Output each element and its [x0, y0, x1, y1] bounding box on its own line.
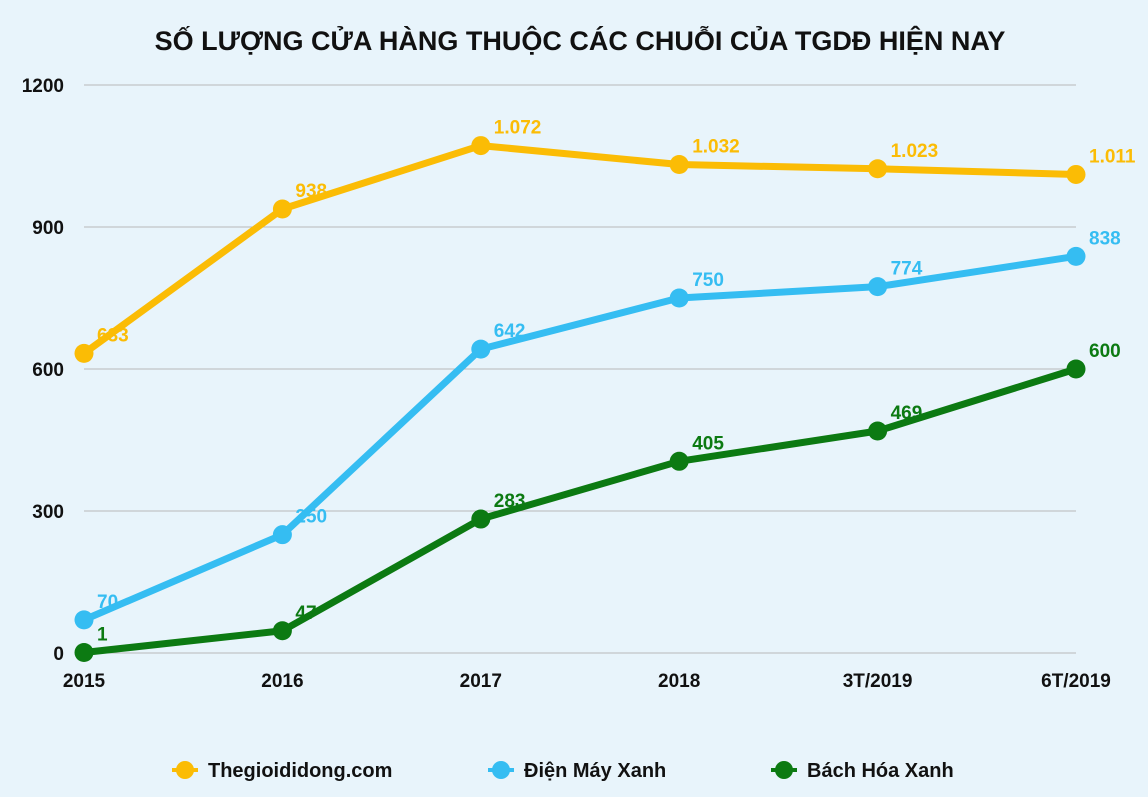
- data-label: 47: [295, 603, 316, 624]
- y-tick-label: 0: [53, 644, 64, 665]
- series-1: [74, 136, 1086, 363]
- x-tick-label: 2018: [658, 671, 700, 692]
- series-2: [74, 246, 1086, 630]
- data-label: 405: [692, 433, 724, 454]
- data-point[interactable]: [471, 509, 491, 529]
- y-tick-label: 1200: [22, 76, 64, 97]
- series-3: [74, 359, 1086, 663]
- data-label: 750: [692, 270, 724, 291]
- legend-marker: [775, 761, 793, 779]
- legend[interactable]: Thegioididong.com Điện Máy Xanh Bách Hóa X…: [172, 760, 954, 782]
- data-label: 250: [295, 507, 327, 528]
- series-lines: [74, 136, 1086, 663]
- series-line: [80, 365, 1080, 657]
- data-label: 1.011: [1089, 146, 1136, 167]
- data-labels: 633 938 1.072 1.032 1.023 1.011 70 250 642 750 774…: [97, 118, 1136, 646]
- data-point[interactable]: [669, 288, 689, 308]
- legend-marker: [176, 761, 194, 779]
- data-point[interactable]: [868, 421, 888, 441]
- data-point[interactable]: [74, 343, 94, 363]
- x-tick-label: 2016: [261, 671, 303, 692]
- x-tick-label: 2015: [63, 671, 106, 692]
- gridlines: [84, 84, 1076, 654]
- data-point[interactable]: [1066, 164, 1086, 184]
- legend-item[interactable]: Bách Hóa Xanh: [771, 760, 954, 782]
- data-point[interactable]: [74, 610, 94, 630]
- data-point[interactable]: [471, 339, 491, 359]
- data-point[interactable]: [74, 643, 94, 663]
- data-label: 600: [1089, 341, 1121, 362]
- data-label: 1: [97, 625, 108, 646]
- y-tick-label: 900: [32, 218, 64, 239]
- legend-marker: [492, 761, 510, 779]
- legend-label: Bách Hóa Xanh: [807, 760, 954, 782]
- data-label: 774: [891, 259, 923, 280]
- data-point[interactable]: [868, 277, 888, 297]
- data-label: 283: [494, 491, 526, 512]
- legend-item[interactable]: Thegioididong.com: [172, 760, 392, 782]
- data-point[interactable]: [272, 525, 292, 545]
- data-point[interactable]: [471, 136, 491, 156]
- x-tick-label: 3T/2019: [843, 671, 913, 692]
- x-axis-ticks: 2015 2016 2017 2018 3T/2019 6T/2019: [63, 671, 1111, 692]
- data-label: 642: [494, 321, 526, 342]
- data-point[interactable]: [272, 621, 292, 641]
- x-tick-label: 2017: [460, 671, 502, 692]
- data-point[interactable]: [669, 155, 689, 175]
- series-line: [80, 142, 1080, 357]
- x-tick-label: 6T/2019: [1041, 671, 1111, 692]
- y-tick-label: 600: [32, 360, 64, 381]
- legend-label: Điện Máy Xanh: [524, 760, 666, 782]
- data-point[interactable]: [868, 159, 888, 179]
- series-line: [80, 252, 1080, 624]
- data-label: 838: [1089, 228, 1121, 249]
- data-point[interactable]: [1066, 246, 1086, 266]
- y-tick-label: 300: [32, 502, 64, 523]
- data-label: 70: [97, 592, 118, 613]
- y-axis-ticks: 0 300 600 900 1200: [22, 76, 64, 665]
- data-label: 469: [891, 403, 923, 424]
- data-label: 1.072: [494, 118, 542, 139]
- data-point[interactable]: [272, 199, 292, 219]
- data-point[interactable]: [669, 451, 689, 471]
- data-label: 1.032: [692, 137, 740, 158]
- chart-title: SỐ LƯỢNG CỬA HÀNG THUỘC CÁC CHUỖI CỦA TG…: [155, 24, 1006, 56]
- data-label: 633: [97, 325, 129, 346]
- data-label: 938: [295, 181, 327, 202]
- data-label: 1.023: [891, 141, 939, 162]
- legend-item[interactable]: Điện Máy Xanh: [488, 760, 666, 782]
- legend-label: Thegioididong.com: [208, 760, 392, 782]
- data-point[interactable]: [1066, 359, 1086, 379]
